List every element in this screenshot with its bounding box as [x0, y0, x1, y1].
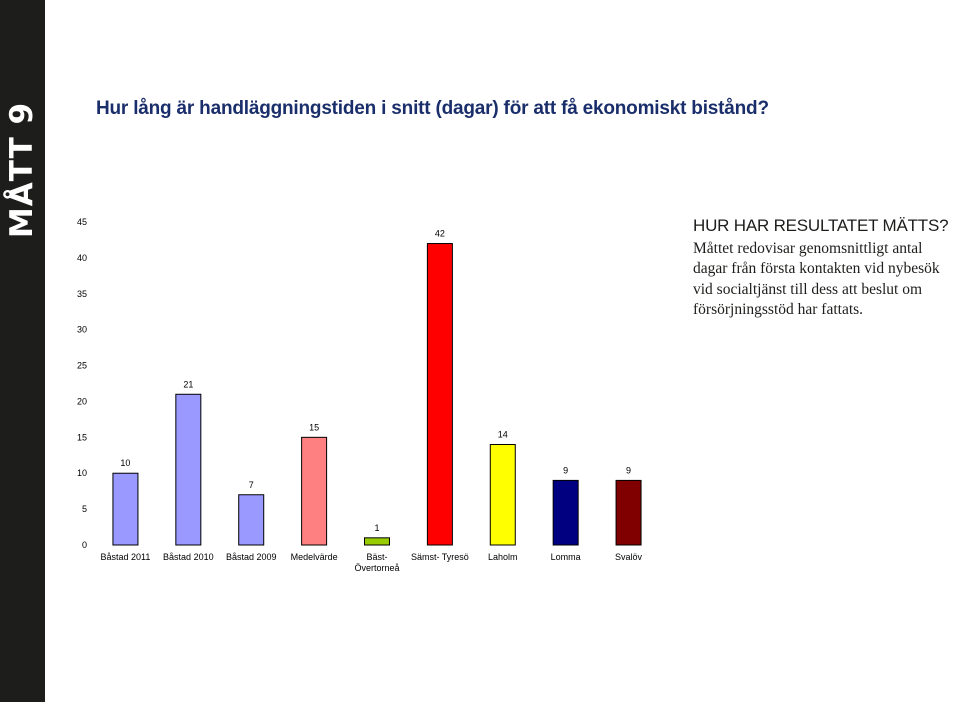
category-label: Övertorneå — [354, 563, 399, 573]
category-label: Lomma — [551, 552, 581, 562]
data-label: 21 — [183, 379, 193, 389]
bar — [426, 243, 453, 546]
bar — [364, 537, 390, 546]
y-tick-label: 45 — [77, 217, 87, 227]
category-label: Laholm — [488, 552, 518, 562]
category-label: Bäst- — [366, 552, 387, 562]
y-tick-label: 35 — [77, 289, 87, 299]
bar — [175, 393, 202, 546]
y-tick-label: 20 — [77, 396, 87, 406]
category-label: Båstad 2009 — [226, 552, 277, 562]
bar — [489, 444, 516, 546]
y-tick-label: 0 — [82, 540, 87, 550]
y-tick-label: 15 — [77, 432, 87, 442]
data-label: 15 — [309, 422, 319, 432]
info-body: Måttet redovisar genomsnittligt antal da… — [693, 240, 940, 318]
data-label: 9 — [563, 465, 568, 475]
bar — [238, 494, 265, 546]
y-tick-label: 10 — [77, 468, 87, 478]
data-label: 42 — [435, 229, 445, 239]
category-label: Sämst- Tyresö — [411, 552, 469, 562]
y-tick-label: 5 — [82, 504, 87, 514]
data-label: 9 — [626, 465, 631, 475]
y-tick-label: 30 — [77, 325, 87, 335]
page-title: Hur lång är handläggningstiden i snitt (… — [96, 98, 769, 119]
category-label: Svalöv — [615, 552, 643, 562]
bar — [301, 436, 328, 546]
bar — [552, 479, 579, 546]
bar — [112, 472, 139, 546]
sidebar: MÅTT 9 — [0, 0, 45, 702]
bar — [615, 479, 642, 546]
data-label: 1 — [374, 523, 379, 533]
info-heading: HUR HAR RESULTATET MÄTTS? — [693, 216, 949, 235]
data-label: 10 — [120, 458, 130, 468]
category-label: Båstad 2011 — [101, 552, 151, 562]
data-label: 7 — [249, 480, 254, 490]
category-label: Medelvärde — [291, 552, 338, 562]
y-tick-label: 40 — [77, 253, 87, 263]
y-tick-label: 25 — [77, 361, 87, 371]
data-label: 14 — [498, 430, 508, 440]
category-label: Båstad 2010 — [163, 552, 214, 562]
